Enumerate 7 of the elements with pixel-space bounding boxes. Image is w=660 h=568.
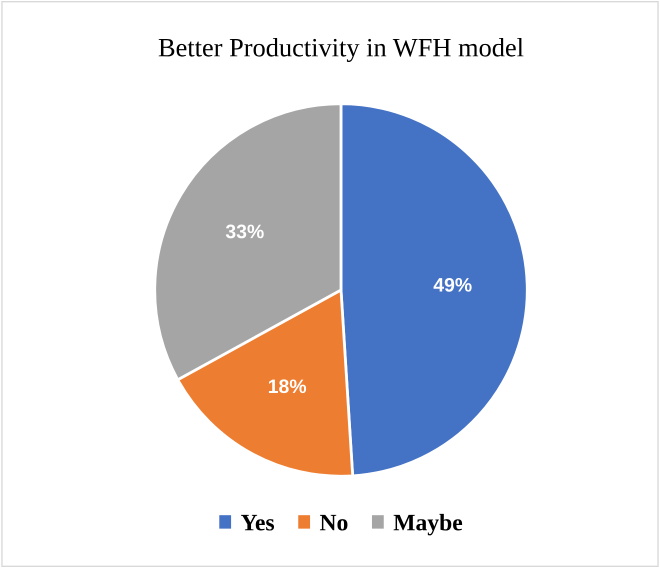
data-label: 33% [226,224,264,238]
chart-title: Better Productivity in WFH model [158,38,524,62]
legend-label: Yes [240,514,274,531]
data-label: 18% [268,379,306,394]
legend-label: No [320,514,348,531]
legend-label: Maybe [394,514,462,536]
data-label: 49% [434,278,472,292]
